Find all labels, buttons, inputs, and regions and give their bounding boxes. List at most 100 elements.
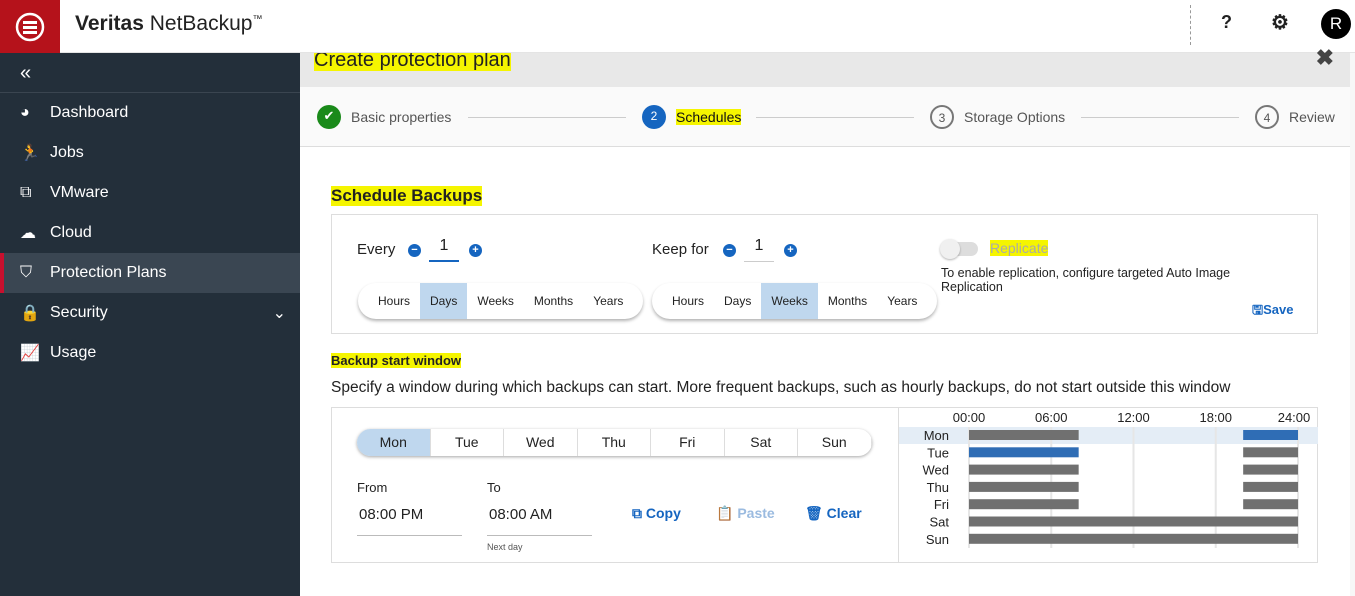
veritas-logo[interactable]: [0, 0, 60, 53]
dashboard-icon: ◕: [20, 104, 30, 121]
chevron-down-icon[interactable]: ⌄: [272, 305, 286, 322]
window-bar-tue: [1243, 447, 1298, 458]
sidebar-item-label: Security: [50, 304, 108, 321]
minus-icon[interactable]: −: [408, 244, 421, 257]
day-tab-mon[interactable]: Mon: [357, 429, 431, 456]
trademark: ™: [252, 14, 263, 25]
create-protection-plan-dialog: Create protection plan ✖ ✔ Basic propertie…: [300, 45, 1350, 596]
from-label: From: [357, 480, 388, 495]
day-tab-sun[interactable]: Sun: [798, 429, 872, 456]
jobs-runner-icon: 🏃: [20, 145, 40, 162]
minus-icon[interactable]: −: [723, 244, 736, 257]
unit-option-days[interactable]: Days: [724, 294, 752, 308]
chart-line-icon: 📈: [20, 345, 40, 362]
step-connector: [756, 117, 914, 118]
day-tab-sat[interactable]: Sat: [725, 429, 798, 456]
sidebar-item-dashboard[interactable]: ◕ Dashboard: [0, 93, 300, 133]
check-icon: ✔: [317, 105, 341, 129]
app-brand: Veritas NetBackup™: [75, 12, 262, 36]
day-label: Sat: [929, 515, 949, 530]
day-tab-thu[interactable]: Thu: [578, 429, 651, 456]
from-time-input[interactable]: 08:00 PM: [357, 506, 462, 536]
copy-label: Copy: [645, 505, 681, 521]
unit-option-years[interactable]: Years: [593, 294, 624, 308]
close-icon[interactable]: ✖: [1315, 45, 1334, 70]
day-tab-wed[interactable]: Wed: [504, 429, 578, 456]
sidebar-item-label: Dashboard: [50, 104, 129, 121]
window-bar-mon: [1243, 430, 1298, 440]
brand-rest: NetBackup: [143, 12, 253, 35]
paste-label: Paste: [737, 505, 775, 521]
plus-icon[interactable]: +: [469, 244, 482, 257]
window-bar-thu: [969, 481, 1079, 492]
next-day-note: Next day: [487, 542, 523, 552]
sidebar: « ◕ Dashboard 🏃 Jobs ⧉ VMware ☁ Cloud ⛉ Protectio…: [0, 53, 300, 596]
window-bar-mon: [969, 430, 1079, 440]
top-bar: Veritas NetBackup™ ? ⚙ R: [0, 0, 1355, 53]
step-schedules[interactable]: 2 Schedules: [642, 105, 742, 129]
sidebar-item-label: VMware: [50, 184, 109, 201]
unit-option-months[interactable]: Months: [533, 294, 574, 308]
sidebar-item-vmware[interactable]: ⧉ VMware: [0, 173, 300, 213]
collapse-sidebar-button[interactable]: «: [0, 53, 300, 93]
gear-icon[interactable]: ⚙: [1271, 12, 1289, 34]
clear-button[interactable]: 🗑 Clear: [805, 505, 862, 522]
paste-button[interactable]: 📋 Paste: [716, 505, 775, 522]
x-tick-label: 12:00: [1117, 410, 1150, 425]
save-button[interactable]: 🖫Save: [1252, 301, 1293, 323]
step-review[interactable]: 4 Review: [1255, 105, 1335, 129]
keep-for-label: Keep for: [652, 241, 709, 258]
unit-option-months[interactable]: Months: [827, 294, 868, 308]
wizard-steps: ✔ Basic properties 2 Schedules 3 Storage Op…: [300, 87, 1350, 147]
vmware-icon: ⧉: [20, 184, 32, 201]
step-storage-options[interactable]: 3 Storage Options: [930, 105, 1065, 129]
unit-option-hours[interactable]: Hours: [378, 294, 411, 308]
step-basic-properties[interactable]: ✔ Basic properties: [317, 105, 451, 129]
divider: [1190, 5, 1191, 45]
plus-icon[interactable]: +: [784, 244, 797, 257]
window-bar-wed: [1243, 464, 1298, 475]
window-bar-wed: [969, 464, 1079, 475]
window-bar-sun: [969, 533, 1298, 544]
sidebar-item-label: Cloud: [50, 224, 92, 241]
save-label: Save: [1263, 302, 1294, 317]
sidebar-item-protection-plans[interactable]: ⛉ Protection Plans: [0, 253, 300, 293]
sidebar-item-jobs[interactable]: 🏃 Jobs: [0, 133, 300, 173]
step-number: 4: [1255, 105, 1279, 129]
keep-unit-selector: Hours Days Weeks Months Years: [652, 283, 938, 319]
backup-start-window-heading: Backup start window: [331, 353, 462, 368]
step-number: 2: [642, 105, 666, 129]
cloud-icon: ☁: [20, 225, 36, 242]
shield-icon: ⛉: [20, 264, 33, 281]
schedule-backups-heading: Schedule Backups: [331, 186, 483, 206]
unit-option-weeks[interactable]: Weeks: [761, 283, 818, 319]
sidebar-item-usage[interactable]: 📈 Usage: [0, 333, 300, 373]
window-bar-sat: [969, 516, 1298, 527]
day-label: Wed: [923, 463, 950, 478]
save-icon: 🖫: [1252, 302, 1264, 317]
day-label: Sun: [926, 532, 949, 547]
every-input[interactable]: 1: [429, 237, 459, 262]
sidebar-item-label: Usage: [50, 344, 97, 361]
lock-icon: 🔒: [20, 305, 40, 322]
brand-bold: Veritas: [75, 12, 144, 35]
toggle-knob: [940, 239, 960, 259]
to-time-input[interactable]: 08:00 AM: [487, 506, 592, 536]
dialog-header: Create protection plan ✖: [300, 45, 1350, 87]
unit-option-weeks[interactable]: Weeks: [477, 294, 514, 308]
step-number: 3: [930, 105, 954, 129]
replicate-toggle[interactable]: [940, 239, 978, 259]
unit-option-years[interactable]: Years: [887, 294, 918, 308]
schedule-panel: Every − 1 + Hours Days Weeks Months Years Ke…: [331, 214, 1318, 334]
keep-for-input[interactable]: 1: [744, 237, 774, 262]
day-tab-fri[interactable]: Fri: [651, 429, 725, 456]
sidebar-item-cloud[interactable]: ☁ Cloud: [0, 213, 300, 253]
unit-option-hours[interactable]: Hours: [672, 294, 705, 308]
day-tab-tue[interactable]: Tue: [431, 429, 504, 456]
help-icon[interactable]: ?: [1221, 12, 1232, 32]
sidebar-item-security[interactable]: 🔒 Security ⌄: [0, 293, 300, 333]
unit-option-days[interactable]: Days: [420, 283, 468, 319]
avatar[interactable]: R: [1321, 9, 1351, 39]
copy-button[interactable]: ⧉ Copy: [632, 505, 681, 522]
day-label: Tue: [927, 445, 949, 460]
